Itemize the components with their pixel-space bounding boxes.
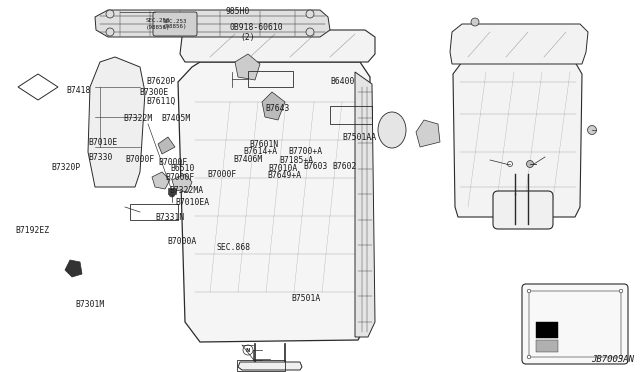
Polygon shape [238,362,302,370]
Text: B7000A: B7000A [168,237,197,246]
Circle shape [306,10,314,18]
Text: B7301M: B7301M [76,300,105,309]
Text: B7700+A: B7700+A [288,147,322,156]
Text: N: N [246,347,250,353]
Polygon shape [65,260,82,277]
FancyBboxPatch shape [153,12,197,36]
Text: B7602: B7602 [333,162,357,171]
Polygon shape [416,120,440,147]
Text: B7418: B7418 [67,86,91,95]
Circle shape [508,161,513,167]
Text: 0B918-60610: 0B918-60610 [229,23,283,32]
FancyBboxPatch shape [493,191,553,229]
Text: B7501A: B7501A [292,294,321,303]
Text: B7010EA: B7010EA [175,198,209,207]
Text: JB7003AN: JB7003AN [591,355,634,364]
Text: B7320P: B7320P [51,163,81,172]
Text: B7406M: B7406M [233,155,262,164]
Ellipse shape [378,112,406,148]
Circle shape [527,160,534,167]
Text: SEC.253: SEC.253 [146,17,170,22]
Polygon shape [262,92,285,120]
Text: B7611Q: B7611Q [146,97,175,106]
Text: B7330: B7330 [88,153,113,162]
Polygon shape [180,30,375,62]
Polygon shape [158,137,175,154]
Polygon shape [172,174,192,192]
Text: B7620P: B7620P [146,77,175,86]
Circle shape [106,10,114,18]
Circle shape [306,28,314,36]
Text: B7010E: B7010E [88,138,118,147]
Text: B7649+A: B7649+A [268,171,301,180]
Polygon shape [88,57,145,187]
Polygon shape [95,10,330,37]
Text: SEC.253
(98856): SEC.253 (98856) [163,19,188,29]
Text: B7643: B7643 [266,104,290,113]
Text: B7185+A: B7185+A [279,156,313,165]
Polygon shape [450,24,588,64]
Circle shape [243,345,253,355]
Text: B7322M: B7322M [123,114,152,123]
Text: B7601N: B7601N [250,140,279,149]
Text: B6400: B6400 [330,77,355,86]
Polygon shape [453,62,582,217]
Text: B7192EZ: B7192EZ [15,226,49,235]
Polygon shape [355,72,375,337]
Circle shape [169,191,175,197]
Text: B7614+A: B7614+A [243,147,277,156]
Circle shape [620,289,623,293]
Circle shape [527,355,531,359]
Text: B7603: B7603 [303,162,328,171]
Text: B7405M: B7405M [161,114,191,123]
Circle shape [527,289,531,293]
Text: B7300E: B7300E [140,88,169,97]
Polygon shape [152,172,170,189]
Text: B6510: B6510 [170,164,195,173]
Text: B7501AA: B7501AA [342,133,376,142]
Text: SEC.868: SEC.868 [216,243,250,252]
Text: (2): (2) [240,33,255,42]
Circle shape [620,355,623,359]
Text: B7000F: B7000F [125,155,155,164]
FancyBboxPatch shape [168,188,176,194]
FancyBboxPatch shape [536,340,558,352]
Polygon shape [235,54,260,80]
Circle shape [106,28,114,36]
Text: B7010A: B7010A [269,164,298,173]
Text: (98856): (98856) [146,25,170,29]
Text: B7000F: B7000F [165,173,195,182]
Text: B7331N: B7331N [155,213,184,222]
Text: B7000F: B7000F [159,158,188,167]
Polygon shape [178,62,370,342]
FancyBboxPatch shape [522,284,628,364]
Circle shape [588,125,596,135]
Text: B7000F: B7000F [207,170,237,179]
Text: B7322MA: B7322MA [170,186,204,195]
Circle shape [471,18,479,26]
FancyBboxPatch shape [536,322,558,338]
Text: 985H0: 985H0 [225,7,250,16]
